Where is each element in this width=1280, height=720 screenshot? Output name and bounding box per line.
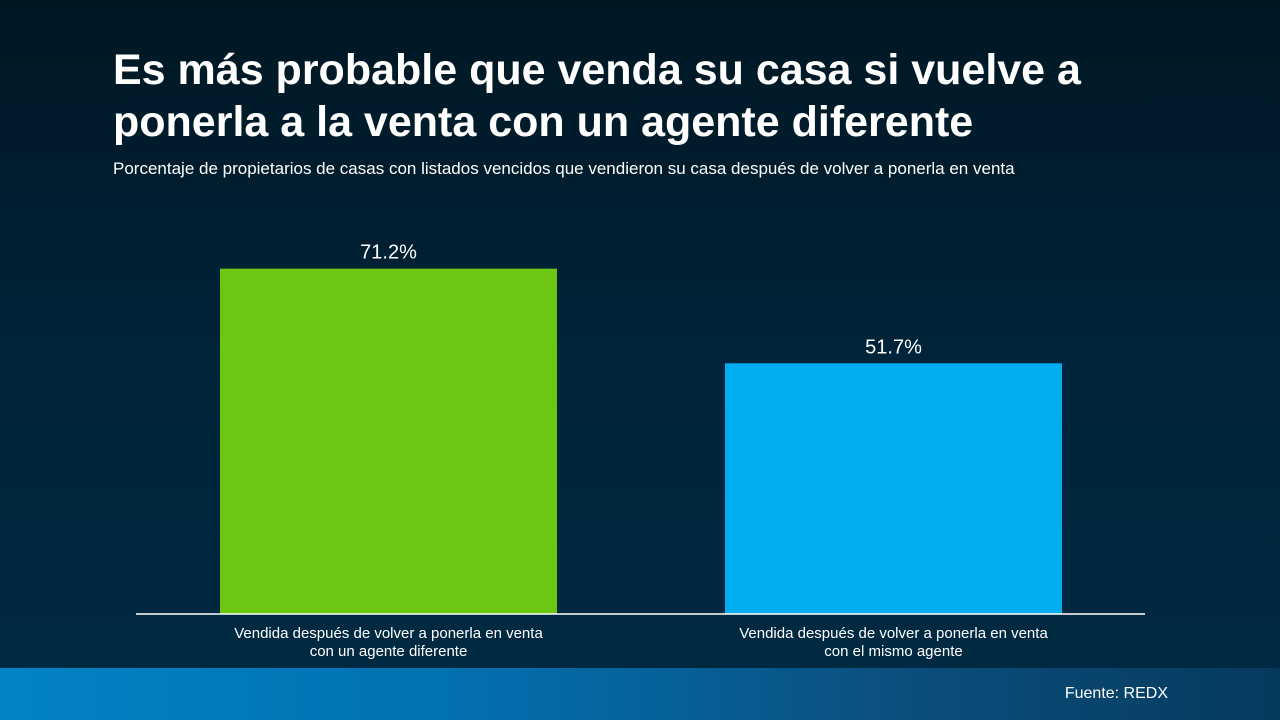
bar-2	[725, 363, 1062, 614]
data-label-1: 71.2%	[360, 242, 417, 264]
chart-subtitle: Porcentaje de propietarios de casas con …	[113, 159, 1015, 178]
category-label-1-line-2: con un agente diferente	[310, 643, 468, 660]
footer-bar: Fuente: REDX	[0, 668, 1280, 720]
data-label-2: 51.7%	[865, 336, 922, 358]
chart-title: Es más probable que venda su casa si vue…	[113, 46, 1081, 146]
bar-1	[220, 268, 557, 614]
category-label-1-line-1: Vendida después de volver a ponerla en v…	[234, 625, 543, 642]
source-label: Fuente: REDX	[1064, 685, 1168, 702]
category-label-2-line-2: con el mismo agente	[824, 643, 962, 660]
bar-chart: 71.2% Vendida después de volver a ponerla…	[220, 242, 1062, 660]
category-label-2-line-1: Vendida después de volver a ponerla en v…	[739, 625, 1048, 642]
